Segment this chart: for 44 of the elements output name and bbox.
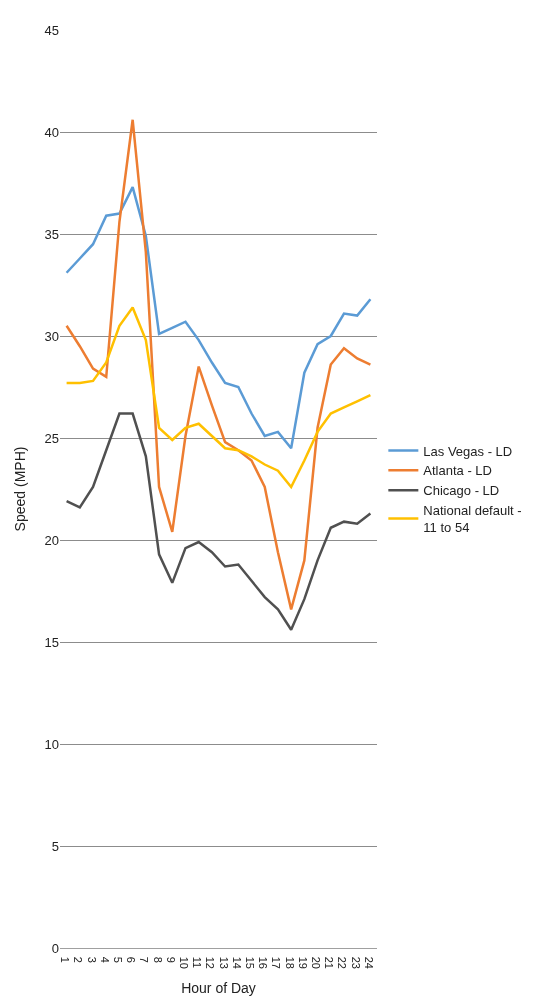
y-tick-label: 5 bbox=[51, 838, 59, 854]
x-tick-label: 10 bbox=[177, 956, 190, 969]
x-tick-label: 12 bbox=[204, 956, 217, 969]
x-axis-title: Hour of Day bbox=[181, 980, 256, 997]
x-tick-label: 18 bbox=[283, 956, 296, 969]
line-series bbox=[65, 306, 372, 489]
x-tick-label: 14 bbox=[230, 956, 243, 969]
x-tick-label: 24 bbox=[362, 956, 375, 969]
y-tick-label: 30 bbox=[44, 328, 59, 344]
y-tick-label: 40 bbox=[44, 124, 59, 140]
x-tick-label: 4 bbox=[98, 956, 111, 963]
x-tick-label: 7 bbox=[138, 956, 151, 963]
x-tick-label: 8 bbox=[151, 956, 164, 963]
line-series bbox=[65, 185, 372, 450]
y-tick-label: 15 bbox=[44, 634, 59, 650]
x-tick-label: 20 bbox=[310, 956, 323, 969]
y-tick-label: 45 bbox=[44, 22, 59, 38]
legend-label: National default - 11 to 54 bbox=[423, 503, 522, 536]
x-tick-label: 5 bbox=[111, 956, 124, 963]
x-tick-label: 22 bbox=[336, 956, 349, 969]
x-tick-label: 16 bbox=[257, 956, 270, 969]
x-tick-label: 6 bbox=[125, 956, 138, 963]
x-tick-label: 23 bbox=[349, 956, 362, 969]
x-tick-label: 11 bbox=[191, 956, 204, 969]
y-tick-label: 35 bbox=[44, 226, 59, 242]
y-tick-label: 20 bbox=[44, 532, 59, 548]
x-tick-label: 19 bbox=[296, 956, 309, 969]
legend-label: Chicago - LD bbox=[423, 483, 500, 499]
x-tick-label: 2 bbox=[72, 956, 85, 963]
x-tick-label: 1 bbox=[59, 956, 72, 963]
x-tick-label: 3 bbox=[85, 956, 98, 963]
legend-label: Atlanta - LD bbox=[423, 463, 492, 479]
legend-label: Las Vegas - LD bbox=[423, 443, 513, 459]
line-series bbox=[65, 118, 372, 611]
y-tick-label: 25 bbox=[44, 430, 59, 446]
x-tick-label: 15 bbox=[244, 956, 257, 969]
y-tick-label: 0 bbox=[51, 940, 59, 956]
x-tick-label: 21 bbox=[323, 956, 336, 969]
y-axis-title: Speed (MPH) bbox=[12, 446, 29, 532]
y-tick-label: 10 bbox=[44, 736, 59, 752]
x-tick-label: 17 bbox=[270, 956, 283, 969]
line-series bbox=[65, 412, 372, 632]
x-tick-label: 13 bbox=[217, 956, 230, 969]
x-tick-label: 9 bbox=[164, 956, 177, 963]
